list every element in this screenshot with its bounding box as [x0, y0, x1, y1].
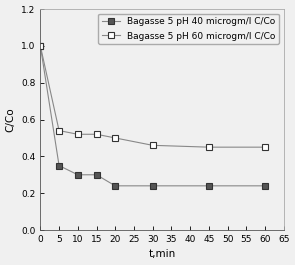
- Bagasse 5 pH 60 microgm/l C/Co: [95, 133, 98, 136]
- Bagasse 5 pH 60 microgm/l C/Co: [76, 133, 80, 136]
- Legend: Bagasse 5 pH 40 microgm/l C/Co, Bagasse 5 pH 60 microgm/l C/Co: Bagasse 5 pH 40 microgm/l C/Co, Bagasse …: [98, 14, 279, 44]
- X-axis label: t,min: t,min: [148, 249, 176, 259]
- Line: Bagasse 5 pH 60 microgm/l C/Co: Bagasse 5 pH 60 microgm/l C/Co: [37, 43, 268, 150]
- Line: Bagasse 5 pH 40 microgm/l C/Co: Bagasse 5 pH 40 microgm/l C/Co: [37, 43, 268, 189]
- Bagasse 5 pH 40 microgm/l C/Co: [151, 184, 154, 187]
- Bagasse 5 pH 60 microgm/l C/Co: [151, 144, 154, 147]
- Bagasse 5 pH 40 microgm/l C/Co: [95, 173, 98, 176]
- Bagasse 5 pH 40 microgm/l C/Co: [114, 184, 117, 187]
- Bagasse 5 pH 40 microgm/l C/Co: [207, 184, 211, 187]
- Y-axis label: C/Co: C/Co: [6, 107, 16, 132]
- Bagasse 5 pH 60 microgm/l C/Co: [39, 44, 42, 47]
- Bagasse 5 pH 60 microgm/l C/Co: [207, 145, 211, 149]
- Bagasse 5 pH 40 microgm/l C/Co: [76, 173, 80, 176]
- Bagasse 5 pH 60 microgm/l C/Co: [263, 145, 267, 149]
- Bagasse 5 pH 60 microgm/l C/Co: [57, 129, 61, 132]
- Bagasse 5 pH 40 microgm/l C/Co: [263, 184, 267, 187]
- Bagasse 5 pH 40 microgm/l C/Co: [57, 164, 61, 167]
- Bagasse 5 pH 60 microgm/l C/Co: [114, 136, 117, 140]
- Bagasse 5 pH 40 microgm/l C/Co: [39, 44, 42, 47]
